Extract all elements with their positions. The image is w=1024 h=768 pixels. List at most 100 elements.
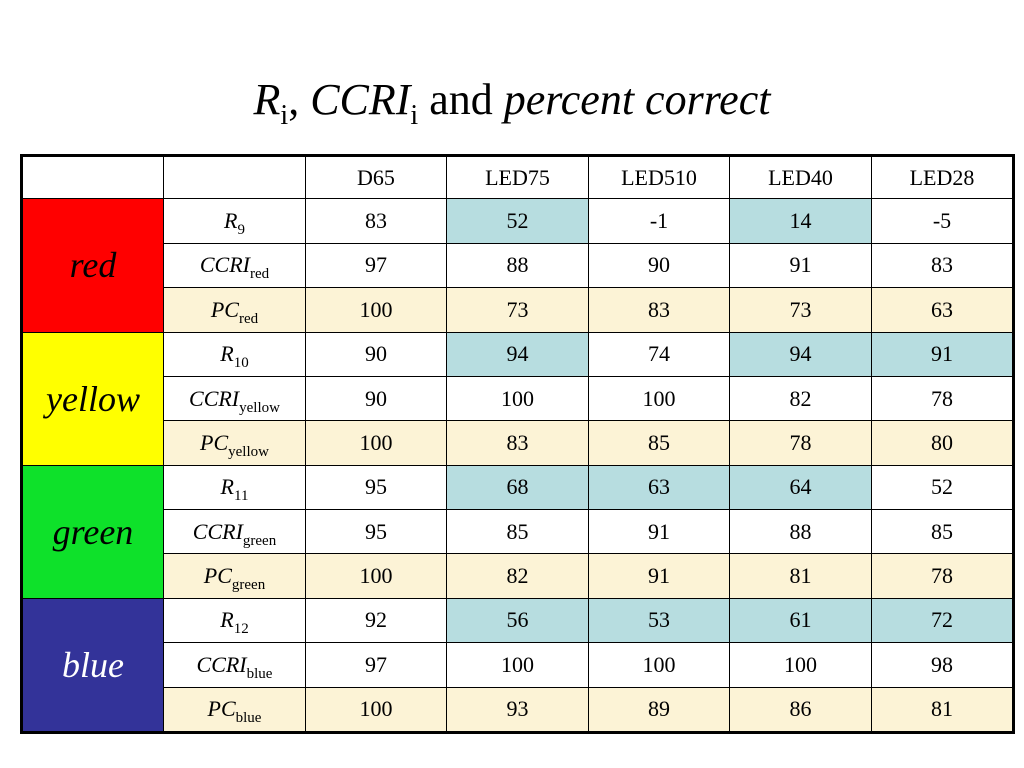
metric-label: CCRIblue: [163, 642, 306, 688]
table-row: CCRIred 97 88 90 91 83: [22, 242, 1014, 289]
value-cell: 90: [588, 242, 730, 289]
metric-symbol: R: [224, 208, 238, 234]
value-cell: 91: [871, 331, 1014, 377]
value-cell: 100: [305, 553, 447, 599]
value-cell: 95: [305, 508, 447, 555]
value-cell: 73: [729, 287, 872, 333]
value-cell: 68: [446, 464, 589, 511]
value-cell: 100: [446, 642, 589, 688]
value-cell: 78: [729, 420, 872, 466]
table-row: blue R12 92 56 53 61 72: [21, 597, 1014, 734]
value-cell: 56: [446, 597, 589, 644]
metric-subscript: green: [242, 532, 277, 549]
metric-symbol: PC: [210, 296, 239, 322]
title-r-subscript: i: [280, 100, 289, 131]
value-cell: 63: [588, 464, 730, 511]
results-table: D65 LED75 LED510 LED40 LED28 red R9 83 52 -1 14 -5 C…: [20, 154, 1015, 734]
value-cell: 100: [729, 642, 872, 688]
table-row: PCgreen 100 82 91 81 78: [22, 553, 1014, 599]
value-cell: 93: [446, 686, 589, 733]
value-cell: 85: [446, 508, 589, 555]
color-group-label: blue: [21, 597, 164, 734]
column-header: LED510: [588, 154, 730, 200]
table-body: D65 LED75 LED510 LED40 LED28 red R9 83 52 -1 14 -5 C…: [21, 154, 1014, 734]
slide-title: Ri, CCRIi and percent correct: [0, 72, 1024, 134]
title-ccri-subscript: i: [410, 100, 419, 131]
metric-label: CCRIgreen: [163, 508, 306, 555]
metric-label: R10: [163, 331, 306, 377]
value-cell: 88: [729, 508, 872, 555]
value-cell: 91: [729, 242, 872, 289]
value-cell: 90: [305, 375, 447, 422]
metric-subscript: 11: [234, 488, 249, 505]
value-cell: -5: [871, 198, 1014, 244]
metric-subscript: blue: [246, 665, 273, 682]
metric-label: CCRIred: [163, 242, 306, 289]
title-ccri: CCRI: [310, 75, 411, 124]
value-cell: 94: [729, 331, 872, 377]
header-row: D65 LED75 LED510 LED40 LED28: [21, 154, 1014, 200]
color-group-label: yellow: [21, 331, 164, 466]
metric-label: R11: [163, 464, 306, 511]
value-cell: 82: [446, 553, 589, 599]
value-cell: 95: [305, 464, 447, 511]
value-cell: 92: [305, 597, 447, 644]
value-cell: 52: [446, 198, 589, 244]
value-cell: 88: [446, 242, 589, 289]
metric-label: R9: [163, 198, 306, 244]
value-cell: 81: [871, 686, 1014, 733]
header-empty-cell: [163, 154, 306, 200]
metric-subscript: green: [231, 577, 266, 594]
value-cell: 85: [871, 508, 1014, 555]
title-separator: ,: [288, 75, 311, 124]
title-percent-correct: percent correct: [503, 75, 771, 124]
title-r: R: [253, 75, 281, 124]
table-row: yellow R10 90 94 74 94 91: [21, 331, 1014, 466]
metric-subscript: yellow: [228, 443, 269, 460]
column-header: LED28: [871, 154, 1014, 200]
value-cell: 90: [305, 331, 447, 377]
value-cell: 89: [588, 686, 730, 733]
table-row: CCRIgreen 95 85 91 88 85: [22, 508, 1014, 555]
metric-symbol: CCRI: [189, 385, 240, 411]
value-cell: 83: [871, 242, 1014, 289]
value-cell: 78: [871, 375, 1014, 422]
column-header: LED75: [446, 154, 589, 200]
metric-symbol: R: [220, 474, 234, 500]
metric-label: PCblue: [163, 686, 306, 733]
value-cell: 80: [871, 420, 1014, 466]
value-cell: 100: [305, 420, 447, 466]
metric-symbol: PC: [200, 429, 229, 455]
color-group-label: green: [21, 464, 164, 599]
metric-label: CCRIyellow: [163, 375, 306, 422]
value-cell: 83: [446, 420, 589, 466]
table-row: PCyellow 100 83 85 78 80: [22, 420, 1014, 466]
metric-symbol: PC: [203, 563, 232, 589]
value-cell: 85: [588, 420, 730, 466]
metric-label: PCyellow: [163, 420, 306, 466]
metric-symbol: PC: [207, 696, 236, 722]
value-cell: 100: [305, 287, 447, 333]
table-row: PCred 100 73 83 73 63: [22, 287, 1014, 333]
value-cell: 97: [305, 242, 447, 289]
value-cell: 53: [588, 597, 730, 644]
table-row: CCRIblue 97 100 100 100 98: [22, 642, 1014, 688]
metric-subscript: blue: [235, 710, 262, 727]
value-cell: 91: [588, 553, 730, 599]
metric-symbol: CCRI: [196, 651, 247, 677]
value-cell: 100: [588, 642, 730, 688]
value-cell: 74: [588, 331, 730, 377]
value-cell: 91: [588, 508, 730, 555]
metric-subscript: yellow: [239, 399, 280, 416]
value-cell: 83: [305, 198, 447, 244]
metric-label: R12: [163, 597, 306, 644]
metric-subscript: 10: [233, 355, 249, 372]
column-header: D65: [305, 154, 447, 200]
value-cell: -1: [588, 198, 730, 244]
metric-label: PCred: [163, 287, 306, 333]
value-cell: 81: [729, 553, 872, 599]
column-header: LED40: [729, 154, 872, 200]
metric-subscript: red: [238, 310, 259, 327]
metric-subscript: red: [249, 266, 270, 283]
